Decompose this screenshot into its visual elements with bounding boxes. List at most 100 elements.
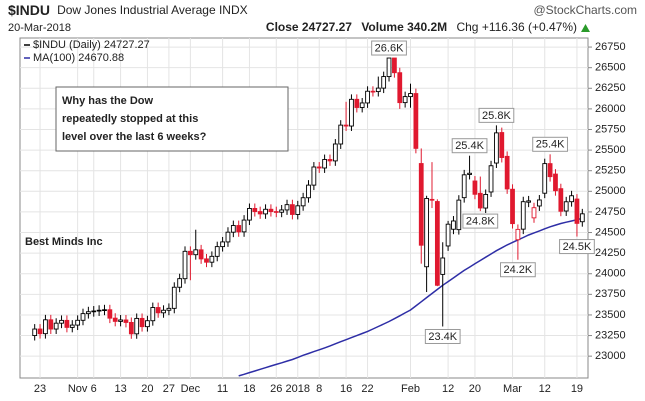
x-tick-label: Dec bbox=[181, 383, 201, 395]
point-label: 25.4K bbox=[455, 140, 484, 152]
candle-body bbox=[488, 165, 494, 193]
x-tick-label: Nov bbox=[68, 383, 88, 395]
candle-body bbox=[290, 204, 295, 215]
x-tick-label: 19 bbox=[571, 383, 583, 395]
x-tick-label: 2018 bbox=[286, 383, 310, 395]
candle-body bbox=[520, 201, 526, 230]
candle-body bbox=[477, 192, 483, 209]
candle-body bbox=[499, 132, 505, 158]
candle-body bbox=[375, 87, 381, 93]
candle-body bbox=[349, 98, 354, 127]
x-tick-label: 12 bbox=[442, 383, 454, 395]
y-tick-label: 24750 bbox=[595, 206, 626, 218]
candle-body bbox=[166, 307, 172, 311]
candle-body bbox=[424, 198, 429, 268]
x-tick-label: 8 bbox=[316, 383, 322, 395]
candle-body bbox=[381, 76, 387, 89]
candle-body bbox=[370, 90, 376, 93]
candle-body bbox=[182, 250, 188, 280]
y-tick-label: 26000 bbox=[595, 103, 626, 115]
candle-body bbox=[531, 207, 537, 219]
candle-body bbox=[467, 172, 472, 175]
candle-body bbox=[515, 228, 521, 241]
candle-body bbox=[440, 257, 446, 275]
up-arrow bbox=[581, 24, 590, 32]
candle-body bbox=[64, 319, 70, 328]
candle-body bbox=[59, 319, 64, 324]
candle-body bbox=[306, 184, 311, 199]
candle-body bbox=[574, 198, 580, 224]
point-label: 26.6K bbox=[375, 42, 404, 54]
candle-body bbox=[386, 57, 392, 78]
date: 20-Mar-2018 bbox=[8, 22, 71, 34]
candle-body bbox=[85, 311, 91, 315]
candle-body bbox=[332, 143, 338, 162]
x-tick-label: 23 bbox=[34, 383, 46, 395]
candle-body bbox=[91, 310, 97, 313]
x-tick-label: Mar bbox=[503, 383, 522, 395]
candle-body bbox=[236, 225, 242, 233]
candle-body bbox=[107, 309, 113, 319]
point-label: 24.2K bbox=[504, 264, 533, 276]
candle-body bbox=[338, 124, 344, 145]
candle-body bbox=[32, 328, 38, 337]
candle-body bbox=[408, 93, 413, 98]
candle-body bbox=[451, 220, 456, 230]
point-label: 25.8K bbox=[482, 110, 511, 122]
y-tick-label: 25250 bbox=[595, 165, 626, 177]
candle-body bbox=[526, 200, 532, 203]
candle-body bbox=[547, 163, 553, 178]
y-tick-label: 23750 bbox=[595, 288, 626, 300]
candle-body bbox=[188, 250, 193, 256]
candle-body bbox=[284, 204, 290, 211]
y-tick-label: 23500 bbox=[595, 309, 626, 321]
candle-body bbox=[75, 319, 81, 326]
candle-body bbox=[494, 132, 499, 164]
candle-body bbox=[322, 159, 327, 169]
candle-body bbox=[193, 249, 199, 256]
candle-body bbox=[225, 231, 231, 243]
candle-body bbox=[37, 328, 43, 335]
candle-body bbox=[365, 90, 370, 104]
callout-text: level over the last 6 weeks? bbox=[62, 131, 207, 143]
candle-body bbox=[209, 255, 215, 263]
candle-body bbox=[150, 307, 156, 322]
y-tick-label: 26250 bbox=[595, 82, 626, 94]
y-tick-label: 24250 bbox=[595, 247, 626, 259]
candle-body bbox=[300, 197, 306, 207]
x-tick-label: 22 bbox=[361, 383, 373, 395]
y-tick-label: 25000 bbox=[595, 185, 626, 197]
candle-body bbox=[456, 199, 462, 231]
candle-body bbox=[230, 225, 236, 233]
candle-body bbox=[241, 219, 247, 233]
candle-body bbox=[53, 322, 59, 330]
candle-body bbox=[461, 174, 467, 199]
legend-label: MA(100) 24670.88 bbox=[33, 52, 124, 64]
point-label-box bbox=[462, 213, 499, 229]
candle-body bbox=[263, 208, 268, 215]
legend-label: $INDU (Daily) 24727.27 bbox=[33, 39, 150, 51]
candle-body bbox=[558, 188, 564, 212]
x-tick-label: 12 bbox=[539, 383, 551, 395]
candle-body bbox=[134, 317, 140, 335]
y-tick-label: 26500 bbox=[595, 62, 626, 74]
quote: Close 24727.27 Volume 340.2M Chg +116.36… bbox=[266, 20, 577, 34]
candle-body bbox=[198, 249, 204, 260]
candle-body bbox=[510, 188, 515, 225]
candle-body bbox=[102, 309, 107, 312]
x-tick-label: 20 bbox=[141, 383, 153, 395]
quote-volume: Volume 340.2M bbox=[361, 20, 447, 34]
point-label-box bbox=[478, 107, 515, 123]
candle-body bbox=[257, 211, 263, 215]
candle-body bbox=[43, 319, 48, 335]
point-label-box bbox=[424, 328, 461, 344]
candle-body bbox=[542, 163, 548, 194]
point-label-box bbox=[451, 138, 488, 154]
candle-body bbox=[563, 201, 569, 212]
quote-close: Close 24727.27 bbox=[266, 20, 352, 34]
candle-body bbox=[123, 319, 129, 323]
candle-body bbox=[311, 166, 317, 186]
point-label-box bbox=[371, 40, 407, 56]
chart-title: $INDU bbox=[8, 2, 50, 18]
